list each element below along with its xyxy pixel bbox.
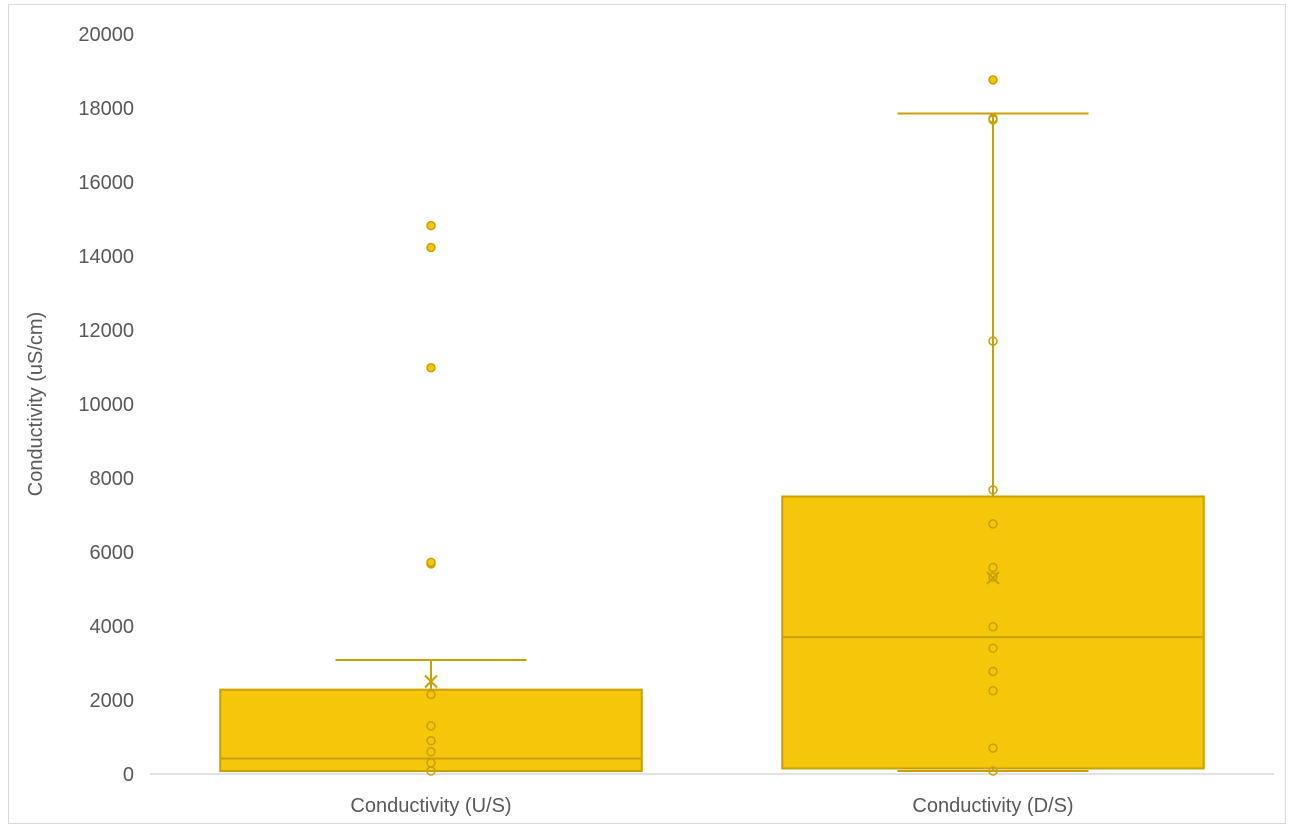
inner-point (988, 743, 998, 753)
inner-point (988, 572, 998, 582)
inner-point (426, 721, 436, 731)
outlier-point (426, 557, 436, 568)
inner-point (988, 686, 998, 696)
inner-point (988, 643, 998, 653)
box-group (219, 220, 643, 776)
y-tick-label: 18000 (78, 98, 134, 120)
y-tick-labels: 0 2000 4000 6000 8000 10000 12000 14000 16000 180… (78, 24, 134, 786)
x-tick-label: Conductivity (U/S) (350, 795, 511, 817)
outlier-point (426, 362, 436, 373)
y-tick-label: 4000 (90, 616, 135, 638)
y-tick-label: 8000 (90, 468, 135, 490)
inner-point (426, 758, 436, 768)
inner-point (988, 485, 998, 495)
mean-marker (424, 674, 438, 689)
y-tick-label: 16000 (78, 172, 134, 194)
y-tick-label: 6000 (90, 542, 135, 564)
y-tick-label: 20000 (78, 24, 134, 46)
y-tick-label: 0 (123, 764, 134, 786)
y-tick-label: 14000 (78, 246, 134, 268)
inner-point (426, 735, 436, 746)
inner-point (988, 766, 998, 776)
outlier-point (426, 242, 436, 253)
outlier-point (988, 75, 998, 85)
inner-point (988, 666, 998, 677)
y-tick-label: 12000 (78, 320, 134, 342)
box-iqr (781, 495, 1205, 770)
x-tick-labels: Conductivity (U/S) Conductivity (D/S) (350, 795, 1073, 817)
box-series (219, 75, 1205, 776)
inner-point (988, 562, 998, 573)
x-tick-label: Conductivity (D/S) (912, 795, 1073, 817)
inner-point (988, 113, 998, 124)
inner-point (988, 621, 998, 632)
y-tick-label: 10000 (78, 394, 134, 416)
y-axis-label: Conductivity (uS/cm) (25, 312, 47, 497)
box-group (781, 75, 1205, 776)
inner-point (426, 747, 436, 757)
inner-point (988, 336, 998, 346)
mean-marker (986, 571, 1000, 585)
chart-frame (8, 4, 1286, 824)
inner-point (426, 689, 436, 700)
y-tick-label: 2000 (90, 690, 135, 712)
outlier-point (426, 220, 436, 231)
inner-point (988, 519, 998, 529)
